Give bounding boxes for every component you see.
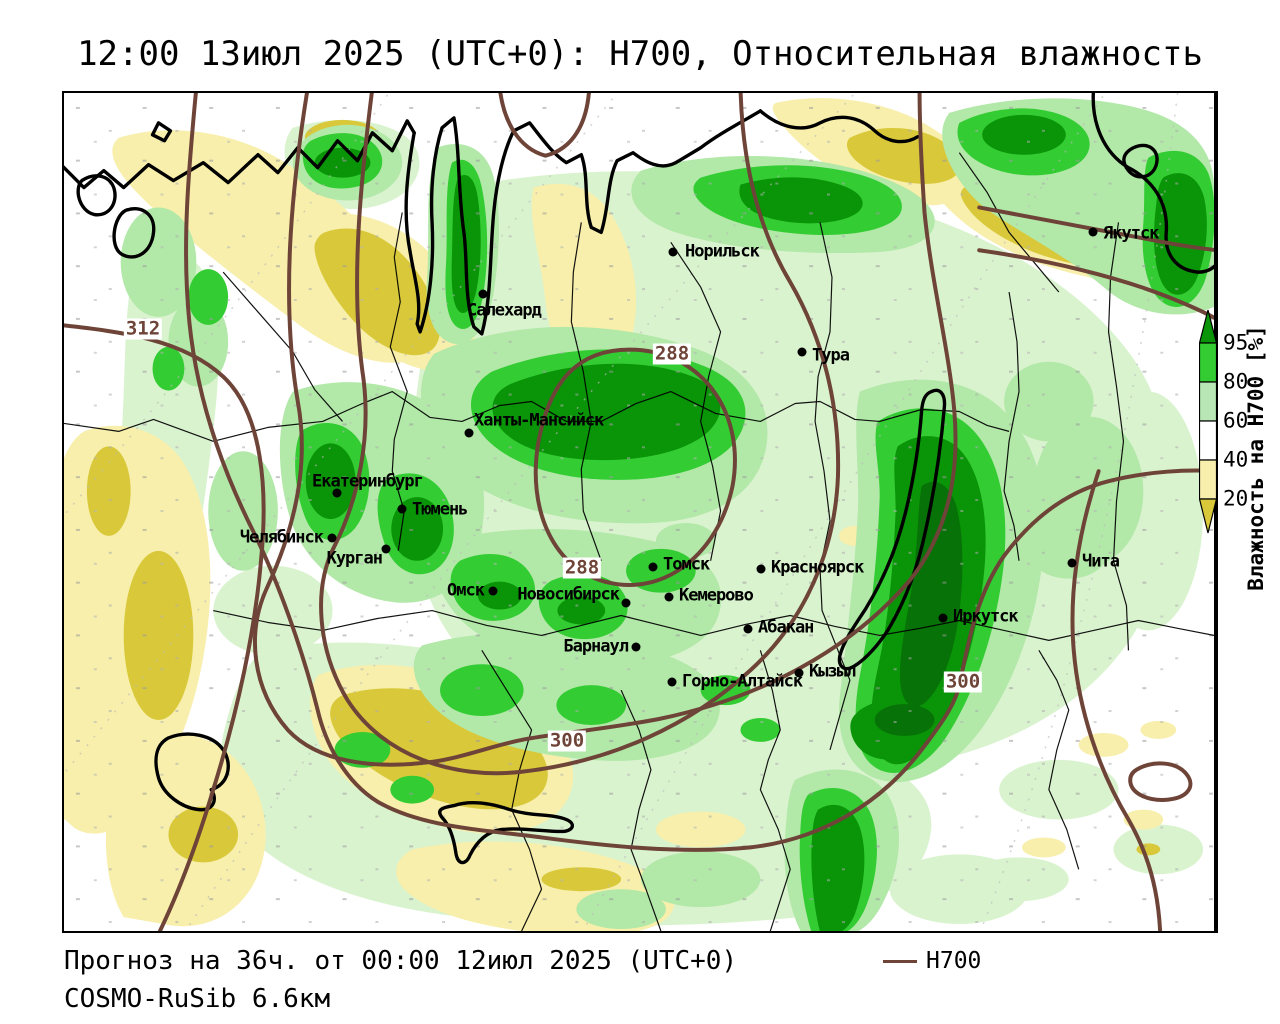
h700-contours xyxy=(64,93,1214,931)
page-title: 12:00 13июл 2025 (UTC+0): H700, Относите… xyxy=(77,34,1203,74)
colorbar-tick-label: 20 xyxy=(1223,486,1249,511)
forecast-info: Прогноз на 36ч. от 00:00 12июл 2025 (UTC… xyxy=(64,946,738,976)
humidity-colorbar xyxy=(1199,309,1218,534)
colorbar-tick-label: 95 xyxy=(1223,330,1249,355)
colorbar-tick-label: 80 xyxy=(1223,369,1249,394)
colorbar-tick-label: 40 xyxy=(1223,447,1249,472)
graticule-lines xyxy=(64,93,1179,931)
coastline xyxy=(64,93,1214,865)
terrain-speckle xyxy=(64,93,1214,931)
colorbar-tick-label: 60 xyxy=(1223,408,1249,433)
humidity-map-canvas xyxy=(64,93,1214,931)
h700-contour-legend-line xyxy=(883,960,917,963)
colorbar-title: Влажность на H700 [%] xyxy=(1244,325,1268,591)
legend: H700 xyxy=(883,950,981,973)
model-info: COSMO-RuSib 6.6км xyxy=(64,984,331,1014)
map-frame xyxy=(62,91,1218,933)
h700-legend-label: H700 xyxy=(926,948,982,974)
region-borders xyxy=(64,152,1214,931)
